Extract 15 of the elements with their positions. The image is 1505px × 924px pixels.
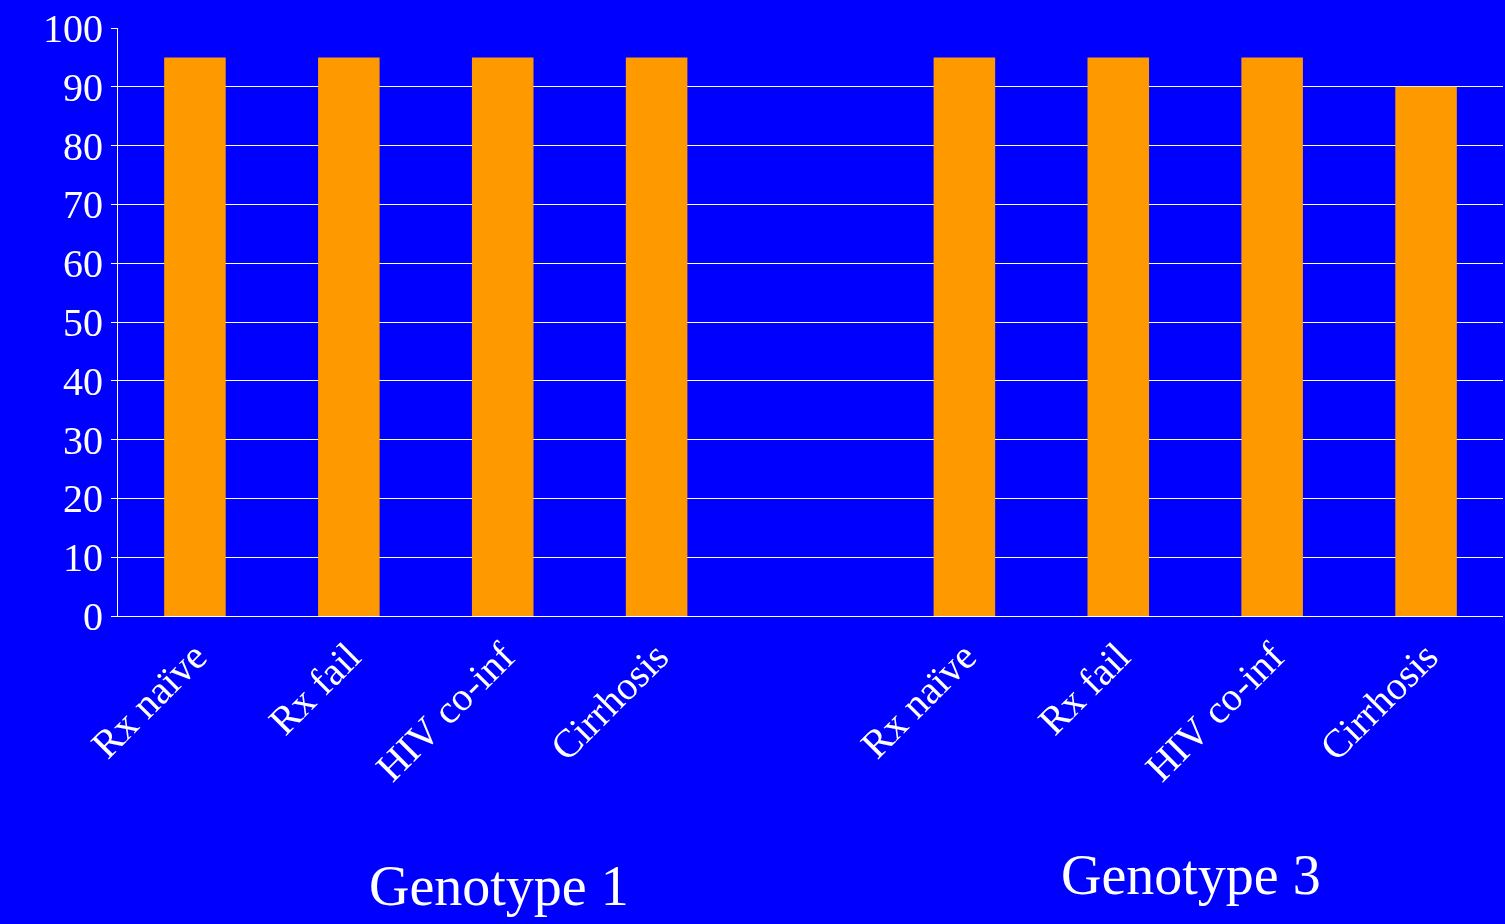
text: Genotype 3 xyxy=(1061,844,1321,906)
y-tick-label: 40 xyxy=(63,358,103,404)
y-tick-label: 90 xyxy=(63,64,103,110)
y-tick-label: 80 xyxy=(63,123,103,169)
y-tick-label: 50 xyxy=(63,300,103,345)
y-tick-label: 10 xyxy=(63,535,103,581)
x-tick-label: Rx fail xyxy=(259,633,370,744)
y-tick-label: 70 xyxy=(63,182,103,228)
x-tick-label: Rx fail xyxy=(1029,633,1139,744)
text: Genotype 1 xyxy=(369,855,629,917)
y-tick-label: 100 xyxy=(43,6,103,51)
y-tick-label: 0 xyxy=(83,594,103,639)
y-tick-label: 20 xyxy=(63,476,103,522)
y-tick-label: 30 xyxy=(63,417,103,463)
y-tick-label: 60 xyxy=(63,241,103,287)
